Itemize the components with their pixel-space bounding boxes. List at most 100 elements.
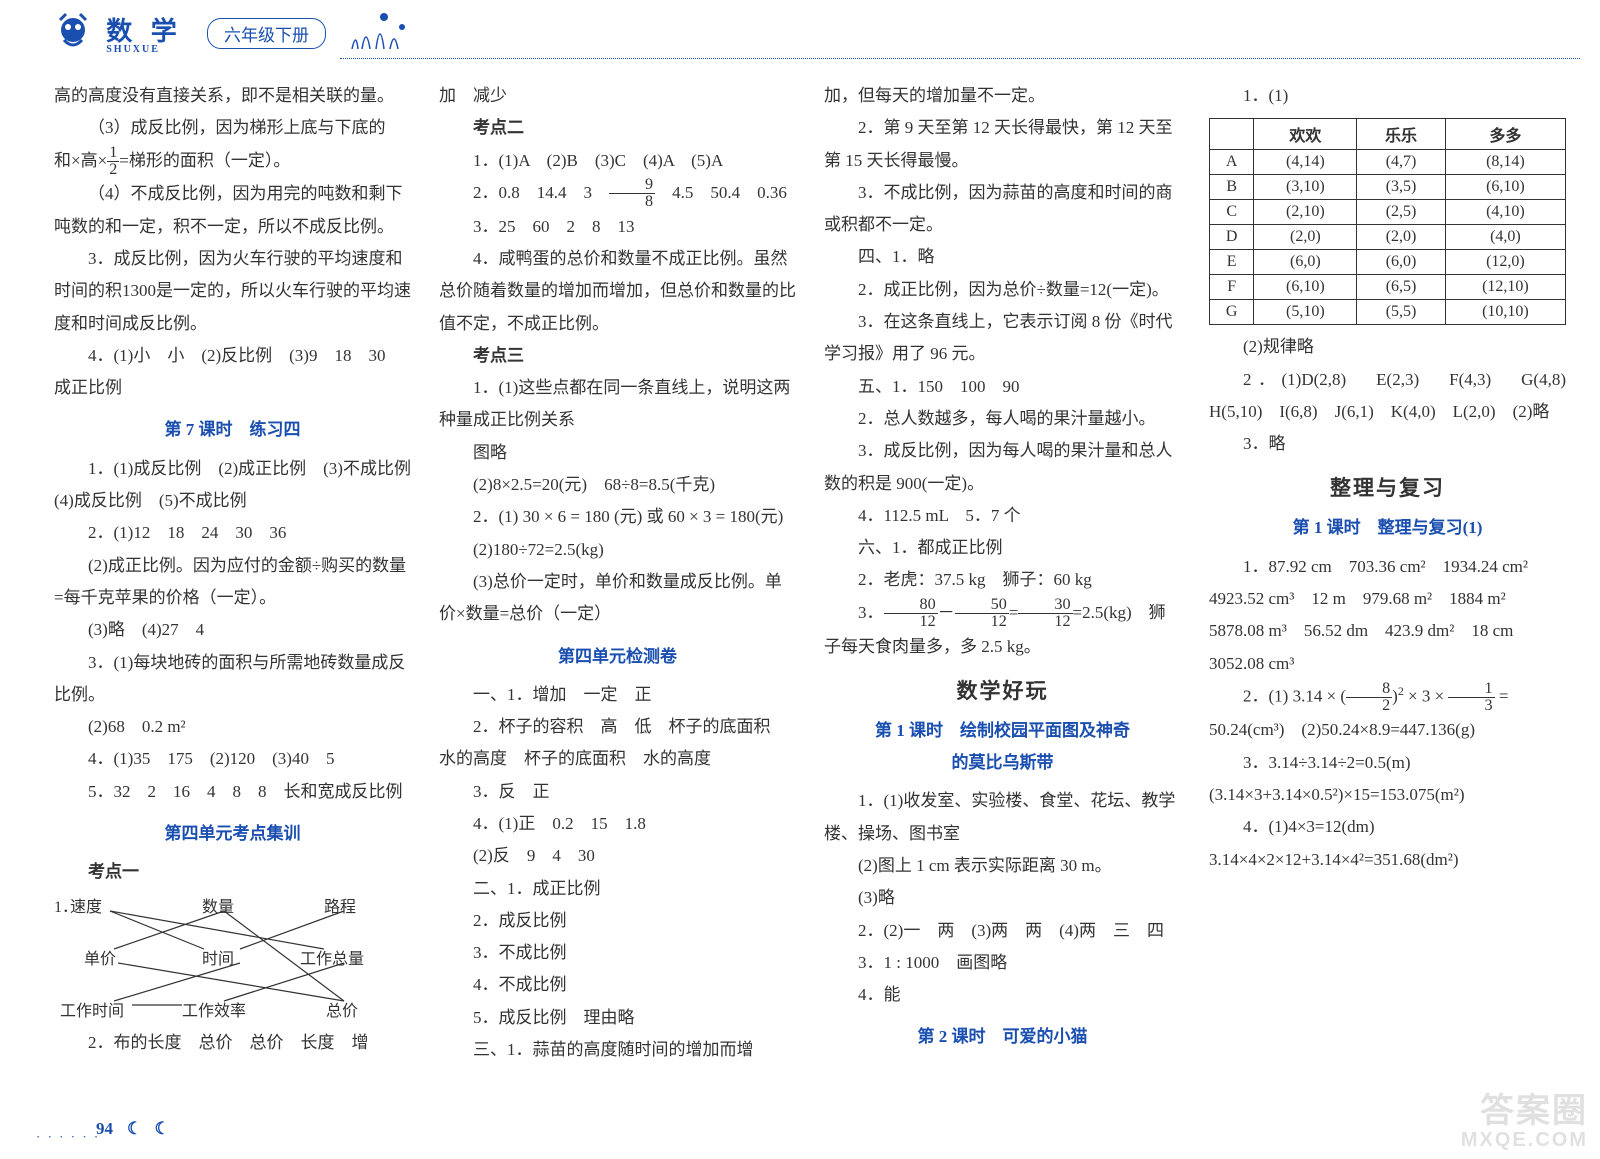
relation-diagram: 速度 数量 路程 单价 时间 工作总量 工作时间 工作效率 总价 1． [54,893,411,1023]
text-line: 2．(1)12 18 24 30 36 [54,517,411,549]
text-line: 5．成反比例 理由略 [439,1002,796,1034]
subheading: 考点一 [54,856,411,888]
table-header [1210,119,1254,150]
table-row: F(6,10)(6,5)(12,10) [1210,275,1566,300]
text-line: 3．3.14÷3.14÷2=0.5(m) (3.14×3+3.14×0.5²)×… [1209,747,1566,812]
subject-text: 数 学 [106,17,183,46]
text-line: 3．不成比例 [439,937,796,969]
unit-heading: 数学好玩 [824,675,1181,705]
coordinate-table: 欢欢 乐乐 多多 A(4,14)(4,7)(8,14) B(3,10)(3,5)… [1209,118,1566,325]
text-line: 3．不成比例，因为蒜苗的高度和时间的商或积都不一定。 [824,177,1181,242]
text-line: (3)总价一定时，单价和数量成反比例。单价×数量=总价（一定） [439,566,796,631]
fraction: 3012 [1018,597,1072,630]
section-heading: 第 1 课时 绘制校园平面图及神奇 [824,715,1181,747]
section-heading: 第 1 课时 整理与复习(1) [1209,512,1566,544]
text-line: 1．(1) [1209,80,1566,112]
text-line: 三、1．蒜苗的高度随时间的增加而增 [439,1034,796,1066]
text-line: 3．成反比例，因为火车行驶的平均速度和时间的积1300是一定的，所以火车行驶的平… [54,243,411,340]
diagram-lines [54,893,394,1023]
text-line: 1．(1)这些点都在同一条直线上，说明这两种量成正比例关系 [439,372,796,437]
text-line: (2)图上 1 cm 表示实际距离 30 m。 [824,850,1181,882]
text-line: 3．略 [1209,428,1566,460]
text-line: 二、1．成正比例 [439,873,796,905]
text-line: 2．杯子的容积 高 低 杯子的底面积 水的高度 杯子的底面积 水的高度 [439,711,796,776]
page-header: 数 学 SHUXUE 六年级下册 [0,0,1600,70]
grass-deco-icon [350,11,430,56]
text-line: 加，但每天的增加量不一定。 [824,80,1181,112]
text-line: （4）不成反比例，因为用完的吨数和剩下吨数的和一定，积不一定，所以不成反比例。 [54,178,411,243]
section-heading: 第 7 课时 练习四 [54,414,411,446]
text-line: 一、1．增加 一定 正 [439,679,796,711]
text-line: 4．咸鸭蛋的总价和数量不成正比例。虽然总价随着数量的增加而增加，但总价和数量的比… [439,243,796,340]
text-line: 4．112.5 mL 5．7 个 [824,500,1181,532]
table-header: 欢欢 [1254,119,1357,150]
text-line: 六、1．都成正比例 [824,532,1181,564]
text-line: 4．(1)小 小 (2)反比例 (3)9 18 30 成正比例 [54,340,411,405]
fraction: 98 [609,177,655,210]
text-line: 3．(1)每块地砖的面积与所需地砖数量成反比例。 [54,647,411,712]
text-line: 1．(1)成反比例 (2)成正比例 (3)不成比例 (4)成反比例 (5)不成比… [54,453,411,518]
table-row: B(3,10)(3,5)(6,10) [1210,175,1566,200]
text-line: 5．32 2 16 4 8 8 长和宽成反比例 [54,776,411,808]
text-line: (2)8×2.5=20(元) 68÷8=8.5(千克) [439,469,796,501]
text-line: 2．(1) 30 × 6 = 180 (元) 或 60 × 3 = 180(元) [439,501,796,533]
section-heading: 第 2 课时 可爱的小猫 [824,1021,1181,1053]
fraction: 5012 [955,597,1009,630]
section-heading: 的莫比乌斯带 [824,747,1181,779]
text-line: (3)略 (4)27 4 [54,614,411,646]
text-line: 2．(1) 3.14 × (82)2 × 3 × 13 = 50.24(cm³)… [1209,680,1566,747]
text-line: 和×高×12=梯形的面积（一定）。 [54,145,411,179]
fraction: 13 [1448,681,1494,714]
text-line: 五、1．150 100 90 [824,371,1181,403]
text-line: 3．在这条直线上，它表示订阅 8 份《时代学习报》用了 96 元。 [824,306,1181,371]
fraction: 8012 [884,597,938,630]
fraction: 12 [107,145,119,178]
text-line: (2)反 9 4 30 [439,840,796,872]
text-line: 4．能 [824,979,1181,1011]
content-columns: 高的高度没有直接关系，即不是相关联的量。 （3）成反比例，因为梯形上底与下底的 … [0,70,1600,1080]
text-line: 4．(1)4×3=12(dm) 3.14×4×2×12+3.14×4²=351.… [1209,811,1566,876]
fraction: 82 [1346,681,1392,714]
subheading: 考点三 [439,340,796,372]
text-line: (2)规律略 [1209,331,1566,363]
text-line: 四、1．略 [824,241,1181,273]
table-header: 乐乐 [1357,119,1446,150]
table-row: A(4,14)(4,7)(8,14) [1210,150,1566,175]
table-row: C(2,10)(2,5)(4,10) [1210,200,1566,225]
text-line: (2)68 0.2 m² [54,711,411,743]
text-line: 2．(1)D(2,8) E(2,3) F(4,3) G(4,8) H(5,10)… [1209,364,1566,429]
text-line: 加 减少 [439,80,796,112]
text-line: 1．(1)A (2)B (3)C (4)A (5)A [439,145,796,177]
table-row: D(2,0)(2,0)(4,0) [1210,225,1566,250]
text-line: 4．(1)正 0.2 15 1.8 [439,808,796,840]
text-line: 2．(2)一 两 (3)两 两 (4)两 三 四 [824,915,1181,947]
subheading: 考点二 [439,112,796,144]
text-line: 4．不成比例 [439,969,796,1001]
text-line: 1．87.92 cm 703.36 cm² 1934.24 cm² 4923.5… [1209,551,1566,680]
text-line: 2．布的长度 总价 总价 长度 增 [54,1027,411,1059]
text-line: 3．1 : 1000 画图略 [824,947,1181,979]
text-line: 2．成反比例 [439,905,796,937]
moon-deco-icon: ☾ ☾ [127,1119,174,1138]
text-line: 3．反 正 [439,776,796,808]
text-line: 2．老虎：37.5 kg 狮子：60 kg [824,564,1181,596]
watermark: 答案圈 MXQE.COM [1461,1094,1588,1151]
text-line: （3）成反比例，因为梯形上底与下底的 [54,112,411,144]
text-line: (3)略 [824,882,1181,914]
unit-heading: 整理与复习 [1209,472,1566,502]
section-heading: 第四单元检测卷 [439,641,796,673]
text-line: (2)180÷72=2.5(kg) [439,534,796,566]
mascot-icon [50,10,96,56]
table-row: G(5,10)(5,5)(10,10) [1210,300,1566,325]
header-dotted-rule [340,58,1580,59]
text-line: 2．第 9 天至第 12 天长得最快，第 12 天至第 15 天长得最慢。 [824,112,1181,177]
footer-dots: · · · · · · [36,1129,100,1145]
text-line: 2．成正比例，因为总价÷数量=12(一定)。 [824,274,1181,306]
text-line: 图略 [439,437,796,469]
text-line: 高的高度没有直接关系，即不是相关联的量。 [54,80,411,112]
text-line: 2．总人数越多，每人喝的果汁量越小。 [824,403,1181,435]
text-line: 3．25 60 2 8 13 [439,211,796,243]
table-row: E(6,0)(6,0)(12,0) [1210,250,1566,275]
table-header: 多多 [1445,119,1565,150]
subject-title: 数 学 SHUXUE [106,11,183,55]
